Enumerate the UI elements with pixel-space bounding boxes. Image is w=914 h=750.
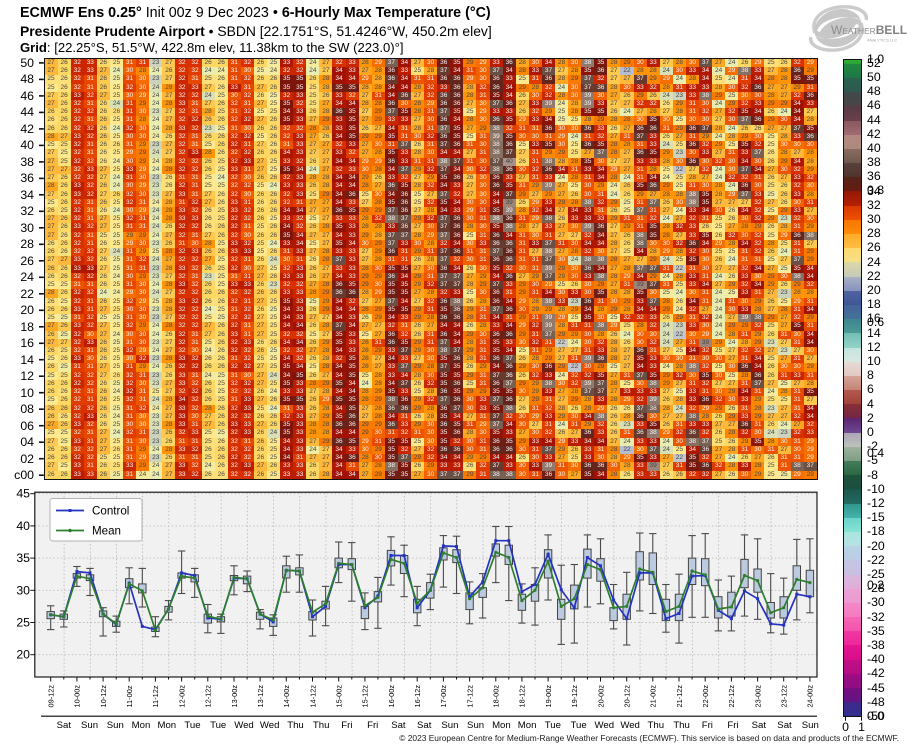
svg-text:Mon: Mon xyxy=(157,720,176,731)
svg-text:09-12z: 09-12z xyxy=(47,685,56,708)
svg-text:13-12z: 13-12z xyxy=(256,685,265,708)
svg-text:35: 35 xyxy=(16,551,30,565)
svg-text:Thu: Thu xyxy=(287,720,304,731)
svg-text:Mon: Mon xyxy=(518,720,537,731)
svg-text:1: 1 xyxy=(858,720,865,734)
svg-text:Tue: Tue xyxy=(210,720,226,731)
svg-text:15-12z: 15-12z xyxy=(361,685,370,708)
svg-text:10-00z: 10-00z xyxy=(73,685,82,708)
svg-text:Wed: Wed xyxy=(620,720,640,731)
svg-text:10-12z: 10-12z xyxy=(99,685,108,708)
svg-text:12-00z: 12-00z xyxy=(177,685,186,708)
svg-text:18-00z: 18-00z xyxy=(492,685,501,708)
svg-text:12-12z: 12-12z xyxy=(204,685,213,708)
svg-text:15-00z: 15-00z xyxy=(335,685,344,708)
svg-text:Fri: Fri xyxy=(702,720,713,731)
svg-text:WEATHERBELL: WEATHERBELL xyxy=(831,23,907,37)
svg-text:Sat: Sat xyxy=(391,720,406,731)
svg-text:17-12z: 17-12z xyxy=(465,685,474,708)
svg-text:14-00z: 14-00z xyxy=(282,685,291,708)
svg-text:Sun: Sun xyxy=(81,720,98,731)
svg-text:Tue: Tue xyxy=(184,720,200,731)
svg-text:0: 0 xyxy=(842,720,849,734)
svg-text:Sat: Sat xyxy=(417,720,432,731)
svg-text:25: 25 xyxy=(16,616,30,630)
svg-text:Thu: Thu xyxy=(673,720,690,731)
svg-text:21-12z: 21-12z xyxy=(675,685,684,708)
svg-text:Sat: Sat xyxy=(777,720,792,731)
svg-text:Control: Control xyxy=(92,505,129,518)
svg-text:Thu: Thu xyxy=(313,720,330,731)
svg-text:11-00z: 11-00z xyxy=(125,685,134,707)
svg-text:Wed: Wed xyxy=(234,720,254,731)
svg-text:16-00z: 16-00z xyxy=(387,685,396,708)
svg-text:20-00z: 20-00z xyxy=(596,685,605,708)
svg-text:16-12z: 16-12z xyxy=(413,685,422,708)
svg-text:© 2023 European Centre for Med: © 2023 European Centre for Medium-Range … xyxy=(399,733,899,743)
svg-text:Mon: Mon xyxy=(492,720,511,731)
svg-text:Tue: Tue xyxy=(571,720,587,731)
svg-text:23-00z: 23-00z xyxy=(753,685,762,708)
svg-text:11-12z: 11-12z xyxy=(151,685,160,707)
svg-text:Sun: Sun xyxy=(107,720,124,731)
svg-text:14-12z: 14-12z xyxy=(308,685,317,708)
svg-text:30: 30 xyxy=(16,583,30,597)
svg-text:Mean: Mean xyxy=(92,525,121,538)
svg-text:19-00z: 19-00z xyxy=(544,685,553,708)
svg-text:22-00z: 22-00z xyxy=(701,685,710,708)
svg-text:Mon: Mon xyxy=(132,720,151,731)
svg-text:Wed: Wed xyxy=(260,720,280,731)
svg-text:22-12z: 22-12z xyxy=(727,685,736,708)
svg-text:40: 40 xyxy=(16,519,30,533)
svg-text:ANALYTICS LLC: ANALYTICS LLC xyxy=(867,38,897,43)
svg-text:Sun: Sun xyxy=(441,720,458,731)
svg-text:Thu: Thu xyxy=(648,720,665,731)
svg-text:13-00z: 13-00z xyxy=(230,685,239,708)
svg-text:Sat: Sat xyxy=(57,720,72,731)
svg-text:Fri: Fri xyxy=(341,720,352,731)
svg-text:20: 20 xyxy=(16,648,30,662)
svg-text:18-12z: 18-12z xyxy=(518,685,527,708)
svg-text:24-00z: 24-00z xyxy=(806,685,815,708)
svg-text:Sat: Sat xyxy=(752,720,767,731)
svg-text:17-00z: 17-00z xyxy=(439,685,448,708)
svg-text:Wed: Wed xyxy=(595,720,615,731)
svg-text:20-12z: 20-12z xyxy=(623,685,632,708)
svg-text:Sun: Sun xyxy=(467,720,484,731)
svg-text:19-12z: 19-12z xyxy=(570,685,579,708)
svg-text:Fri: Fri xyxy=(727,720,738,731)
svg-text:21-00z: 21-00z xyxy=(649,685,658,708)
svg-text:Tue: Tue xyxy=(545,720,561,731)
svg-text:Sun: Sun xyxy=(802,720,819,731)
svg-text:23-12z: 23-12z xyxy=(780,685,789,708)
svg-text:Fri: Fri xyxy=(367,720,378,731)
svg-text:45: 45 xyxy=(16,487,30,501)
